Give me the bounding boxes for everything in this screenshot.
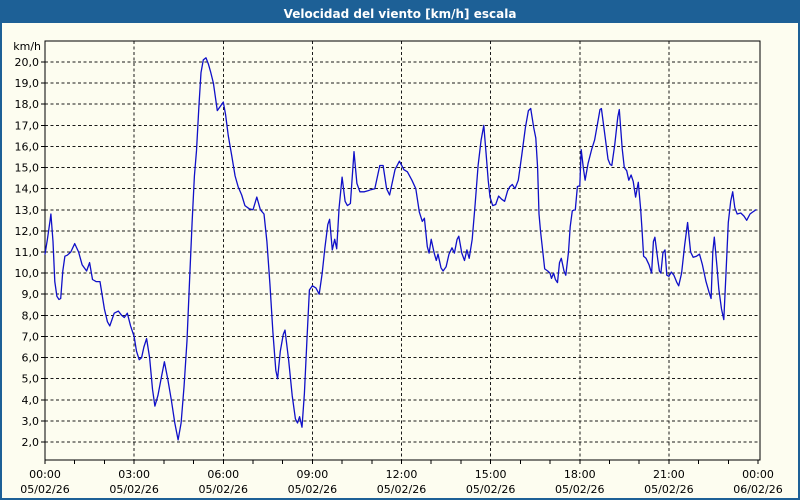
y-tick-label: 19,0 [15, 77, 40, 90]
x-tick-date-label: 05/02/26 [377, 483, 426, 496]
y-tick-label: 5,0 [22, 373, 40, 386]
y-tick-label: 16,0 [15, 140, 40, 153]
title-bar: Velocidad del viento [km/h] escala [2, 2, 798, 23]
x-tick-time-label: 15:00 [475, 468, 507, 481]
y-axis-unit-label: km/h [13, 40, 41, 53]
x-tick-date-label: 05/02/26 [199, 483, 248, 496]
y-tick-label: 20,0 [15, 56, 40, 69]
x-tick-time-label: 06:00 [207, 468, 239, 481]
y-tick-label: 18,0 [15, 98, 40, 111]
y-tick-label: 2,0 [22, 436, 40, 449]
wind-speed-chart: 2,0 3,0 4,0 5,0 6,0 7,0 8,0 9,0 10,0 11,0 12,0 13,0… [13, 40, 782, 496]
x-tick-date-label: 05/02/26 [466, 483, 515, 496]
x-tick-date-label: 06/02/26 [733, 483, 782, 496]
y-tick-label: 13,0 [15, 204, 40, 217]
y-tick-label: 15,0 [15, 162, 40, 175]
wind-speed-line [44, 57, 757, 441]
y-tick-label: 10,0 [15, 267, 40, 280]
y-tick-label: 11,0 [15, 246, 40, 259]
y-tick-label: 17,0 [15, 119, 40, 132]
x-tick-date-label: 05/02/26 [288, 483, 337, 496]
x-tick-time-label: 21:00 [653, 468, 685, 481]
y-tick-label: 3,0 [22, 415, 40, 428]
x-tick-time-label: 00:00 [29, 468, 61, 481]
x-tick-date-label: 05/02/26 [555, 483, 604, 496]
x-tick-date-label: 05/02/26 [20, 483, 69, 496]
x-tick-time-label: 09:00 [297, 468, 329, 481]
y-tick-label: 9,0 [22, 288, 40, 301]
x-tick-time-label: 03:00 [118, 468, 150, 481]
window-title: Velocidad del viento [km/h] escala [283, 7, 517, 21]
x-tick-date-label: 05/02/26 [644, 483, 693, 496]
y-tick-label: 6,0 [22, 352, 40, 365]
x-tick-time-label: 12:00 [386, 468, 418, 481]
y-tick-label: 8,0 [22, 309, 40, 322]
y-tick-label: 12,0 [15, 225, 40, 238]
x-tick-time-label: 18:00 [564, 468, 596, 481]
y-tick-label: 4,0 [22, 394, 40, 407]
y-tick-label: 7,0 [22, 330, 40, 343]
y-tick-label: 14,0 [15, 183, 40, 196]
x-tick-date-label: 05/02/26 [109, 483, 158, 496]
x-tick-time-label: 00:00 [742, 468, 774, 481]
